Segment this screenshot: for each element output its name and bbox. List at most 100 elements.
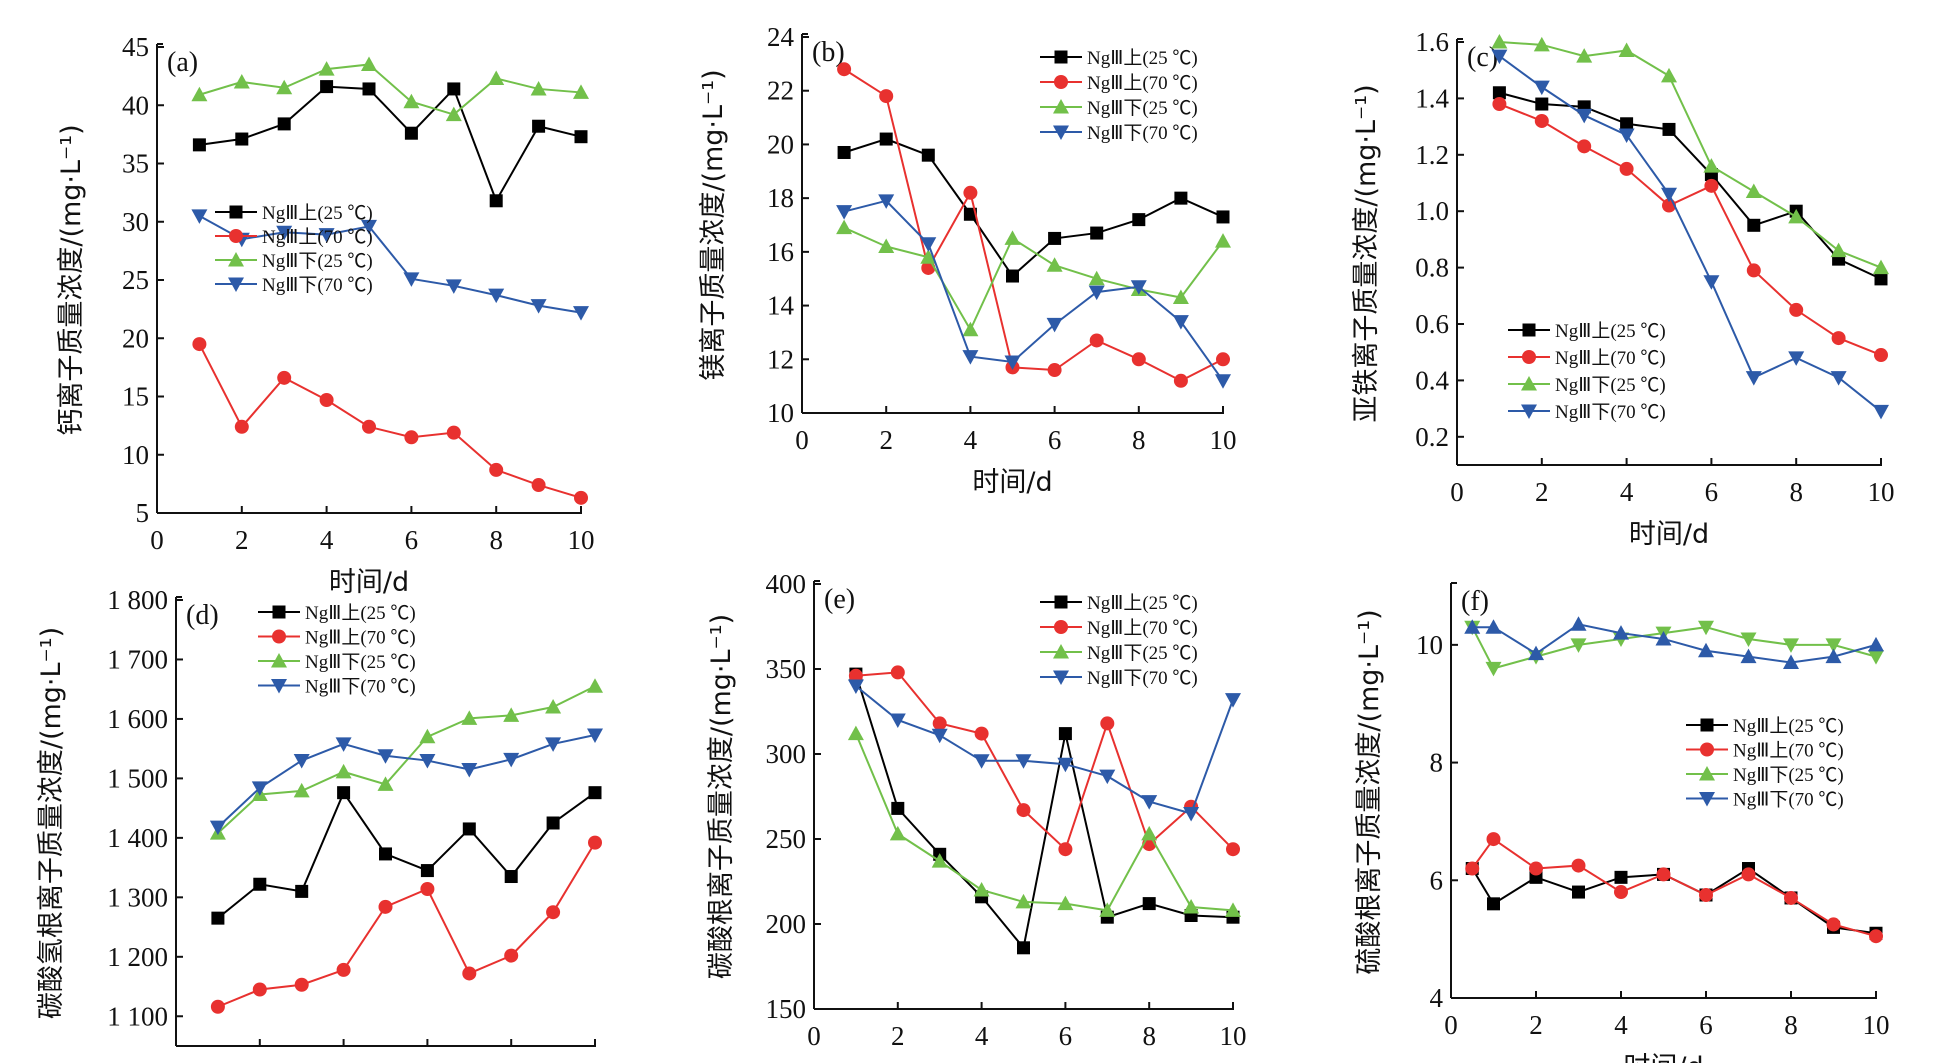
series-line <box>843 68 1224 382</box>
data-point <box>889 713 906 728</box>
series-line <box>1499 41 1882 269</box>
series-line <box>199 85 582 204</box>
data-point <box>293 754 310 769</box>
x-tick-label: 8 <box>489 525 503 555</box>
legend-item: NgⅢ上(25 ℃) <box>215 202 373 224</box>
data-point <box>377 776 394 791</box>
series-2 <box>192 337 588 505</box>
data-point <box>1183 807 1200 822</box>
data-point <box>1006 269 1019 283</box>
legend-marker <box>1700 718 1714 732</box>
legend-label: NgⅢ下(70 ℃) <box>1733 790 1844 811</box>
legend: NgⅢ上(25 ℃) NgⅢ上(70 ℃) NgⅢ下(25 ℃) NgⅢ下(70 ℃) <box>1040 592 1198 689</box>
y-axis-title: 钙离子质量浓度/(mg·L⁻¹) <box>56 124 87 435</box>
data-point <box>532 119 546 133</box>
y-tick-label: 10 <box>767 398 794 428</box>
data-point <box>1132 213 1146 227</box>
data-point <box>1225 902 1241 917</box>
legend-label: NgⅢ下(70 ℃) <box>305 677 416 698</box>
data-point <box>1788 208 1805 224</box>
series-line <box>198 343 582 499</box>
data-point <box>837 145 851 159</box>
data-point <box>1131 352 1146 367</box>
x-tick-label: 2 <box>235 525 249 555</box>
data-point <box>920 249 937 264</box>
data-point <box>1740 632 1757 647</box>
x-tick-label: 4 <box>964 425 978 455</box>
series-line <box>217 790 596 919</box>
data-point <box>931 728 948 744</box>
y-tick-label: 1 800 <box>107 585 168 615</box>
data-point <box>1789 302 1804 317</box>
data-point <box>1015 893 1032 909</box>
data-point <box>1485 661 1502 677</box>
x-tick-label: 4 <box>337 1058 351 1063</box>
y-axis-title: 碳酸根离子质量浓度/(mg·L⁻¹) <box>706 614 737 979</box>
x-axis-title: 时间/d <box>1623 1052 1703 1063</box>
series-2 <box>1492 97 1888 363</box>
legend-marker <box>1522 323 1536 337</box>
legend-label: NgⅢ上(70 ℃) <box>1555 347 1666 369</box>
data-point <box>836 205 853 220</box>
legend-label: NgⅢ上(25 ℃) <box>1087 592 1198 614</box>
data-point <box>1703 275 1720 290</box>
data-point <box>403 93 420 109</box>
legend-item: NgⅢ下(70 ℃) <box>1686 790 1844 811</box>
panel-label: (b) <box>812 37 845 68</box>
data-point <box>1703 158 1720 173</box>
legend-marker <box>271 653 287 668</box>
data-point <box>574 490 588 505</box>
legend-item: NgⅢ下(70 ℃) <box>1040 123 1198 144</box>
y-tick-label: 350 <box>766 654 807 684</box>
data-point <box>847 679 864 694</box>
x-axis-title: 时间/d <box>972 467 1052 498</box>
data-point <box>294 977 309 992</box>
data-point <box>277 370 292 385</box>
data-point <box>1141 825 1158 841</box>
data-point <box>962 321 979 337</box>
data-point <box>1057 757 1074 773</box>
legend-label: NgⅢ上(70 ℃) <box>262 226 373 248</box>
series-4 <box>209 728 603 836</box>
legend-item: NgⅢ上(25 ℃) <box>1040 592 1198 614</box>
data-point <box>879 132 893 146</box>
series-line <box>1499 103 1882 356</box>
series-line <box>855 685 1234 815</box>
data-point <box>1487 897 1500 911</box>
y-tick-label: 1 500 <box>107 763 168 793</box>
legend-marker <box>272 629 286 644</box>
x-tick-label: 0 <box>1450 477 1464 507</box>
legend-item: NgⅢ下(25 ℃) <box>1040 643 1198 664</box>
series-1 <box>1465 862 1883 940</box>
y-tick-label: 1.6 <box>1415 27 1449 57</box>
x-tick-label: 8 <box>1784 1010 1798 1040</box>
series-line <box>1471 837 1877 938</box>
data-point <box>1485 619 1502 634</box>
panel-label: (f) <box>1461 586 1489 617</box>
y-tick-label: 10 <box>122 440 149 470</box>
data-point <box>889 825 906 841</box>
legend-item: NgⅢ下(25 ℃) <box>1508 375 1666 396</box>
data-point <box>361 219 377 235</box>
data-point <box>1004 230 1021 245</box>
data-point <box>293 782 310 798</box>
data-point <box>848 668 863 683</box>
data-point <box>503 752 520 768</box>
data-point <box>404 126 418 140</box>
data-point <box>530 80 547 96</box>
data-point <box>504 870 518 884</box>
y-tick-label: 300 <box>766 739 807 769</box>
data-point <box>445 279 462 294</box>
x-tick-label: 10 <box>582 1058 609 1063</box>
data-point <box>1058 727 1072 741</box>
data-point <box>1747 218 1761 232</box>
data-point <box>974 726 989 741</box>
legend-marker <box>1699 792 1715 807</box>
data-point <box>1142 897 1156 911</box>
y-tick-label: 24 <box>767 22 795 52</box>
chart-panel-c: 0 2 4 6 8 10 0.2 0.4 0.6 0.8 1.0 1.2 1.4 1.6 时间/d 亚铁离子质… <box>1351 27 1895 550</box>
x-tick-label: 0 <box>807 1021 821 1051</box>
legend-label: NgⅢ上(70 ℃) <box>305 627 416 649</box>
legend-marker <box>1054 620 1068 634</box>
